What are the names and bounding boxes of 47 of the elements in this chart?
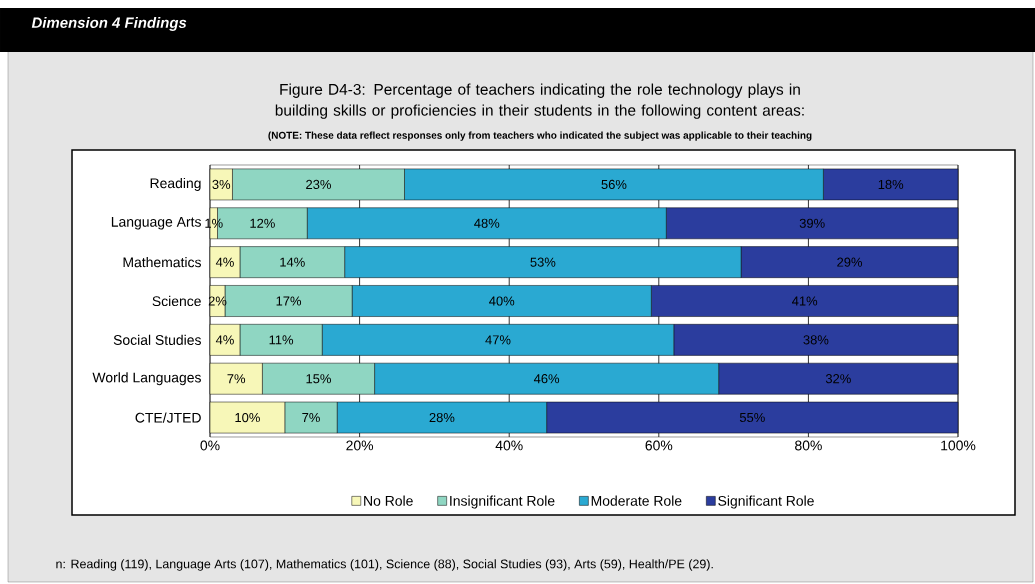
chart-subtitle: Figure D4-3: Percentage of teachers indicating the role technology plays in building skills or proficiencies in their students in the following content areas: — [275, 83, 804, 119]
data-label: 12% — [250, 218, 275, 228]
data-label: 7% — [302, 413, 320, 423]
data-label: 11% — [269, 335, 294, 345]
y-tick-label: Reading — [150, 177, 201, 191]
data-label: 47% — [485, 335, 511, 345]
x-tick-label: 80% — [795, 440, 822, 451]
data-label: 46% — [533, 374, 560, 384]
data-label: 23% — [306, 179, 331, 190]
legend-label: Moderate Role — [591, 495, 682, 506]
data-label: 41% — [792, 296, 818, 306]
data-label: 29% — [837, 257, 863, 267]
legend-label: No Role — [364, 495, 413, 506]
data-label: 4% — [215, 257, 234, 267]
y-tick-label: World Languages — [92, 372, 201, 386]
text: (NOTE: These data reflect responses only from teachers who indicated the subject was applicable to their teaching — [268, 131, 812, 141]
data-label: 18% — [878, 179, 904, 190]
y-tick-label: CTE/JTED — [135, 412, 201, 423]
data-label: 15% — [306, 374, 331, 384]
data-label: 56% — [601, 179, 627, 190]
data-label: 4% — [215, 335, 234, 345]
y-tick-label: Science — [152, 295, 201, 307]
data-label: 53% — [530, 257, 556, 267]
legend-label: Insignificant Role — [450, 495, 555, 509]
data-label: 7% — [227, 374, 246, 384]
data-label: 48% — [474, 218, 500, 228]
data-label: 14% — [280, 257, 305, 267]
y-tick-label: Mathematics — [123, 257, 201, 268]
chart-title: Dimension 4 Findings — [31, 17, 187, 31]
data-label: 10% — [235, 412, 260, 423]
x-tick-label: 100% — [941, 440, 976, 451]
x-tick-label: 40% — [495, 440, 523, 451]
data-label: 55% — [739, 413, 765, 423]
data-label: 38% — [803, 335, 829, 345]
x-tick-label: 60% — [645, 440, 673, 451]
data-label: 17% — [276, 296, 302, 306]
text: n: Reading (119), Language Arts (107), Mathematics (101), Science (88), Social Studies (93), Arts (59), Health/PE (29). — [56, 559, 713, 571]
y-tick-label: Language Arts — [111, 217, 201, 230]
data-label: 40% — [489, 296, 515, 306]
y-tick-label: Social Studies — [113, 334, 201, 345]
data-label: 3% — [212, 179, 231, 190]
x-tick-label: 0% — [200, 440, 220, 451]
legend-label: Significant Role — [718, 495, 814, 509]
data-label: 32% — [825, 374, 851, 384]
data-label: 39% — [799, 218, 825, 228]
data-label: 28% — [429, 412, 455, 423]
x-tick-label: 20% — [346, 440, 374, 451]
